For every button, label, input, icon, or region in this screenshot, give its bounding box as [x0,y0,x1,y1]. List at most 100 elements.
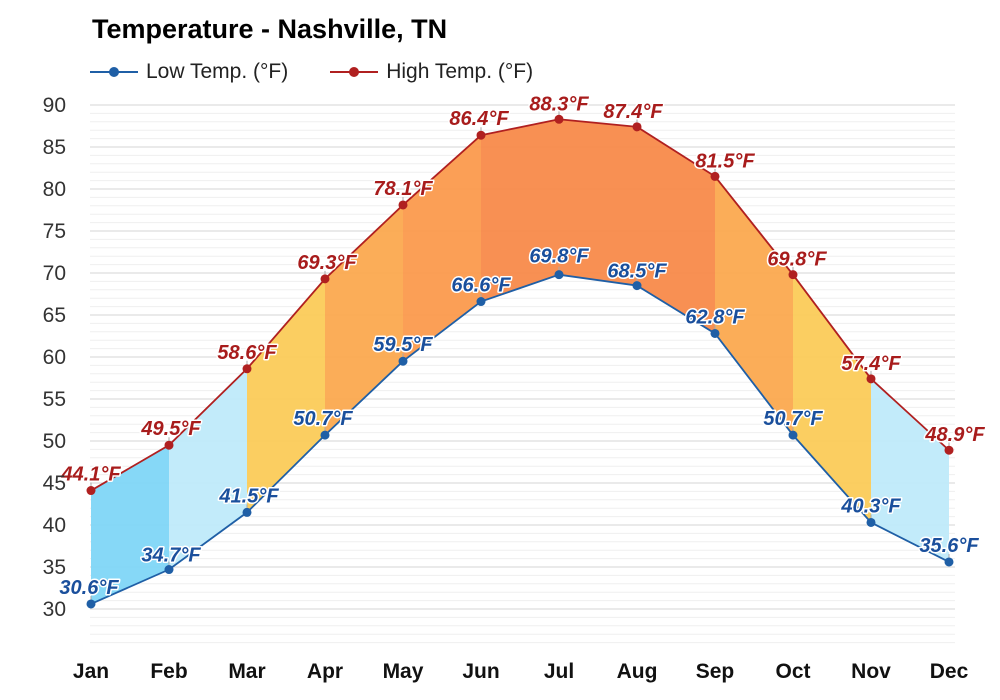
high-value-label: 69.3°F [297,252,357,274]
low-value-label: 30.6°F [59,577,119,599]
y-tick-label: 60 [43,346,66,369]
low-value-label: 35.6°F [919,535,979,557]
high-temp-point [866,374,876,384]
legend: Low Temp. (°F) High Temp. (°F) [90,60,533,84]
y-tick-label: 85 [43,136,66,159]
axis-layer: 30 35 40 45 50 55 60 65 70 75 80 85 90 Jan Feb Mar Apr Ma… [43,94,969,683]
low-temp-point [632,281,642,291]
high-temp-point [320,274,330,284]
high-temp-point [632,122,642,132]
high-value-label: 44.1°F [60,464,121,486]
high-value-label: 57.4°F [841,353,901,375]
x-tick-label: Dec [930,660,969,683]
high-temp-point [554,114,564,124]
low-value-label: 34.7°F [141,545,201,567]
high-temp-point [944,445,954,455]
x-tick-label: Mar [228,660,265,683]
y-tick-label: 45 [43,472,66,495]
point-layer [86,111,954,609]
chart-title: Temperature - Nashville, TN [92,14,448,44]
temperature-band [91,445,169,604]
low-temp-point [476,297,486,307]
low-temp-point [164,565,174,575]
low-temp-point [398,356,408,366]
high-value-label: 88.3°F [529,93,589,115]
y-tick-label: 40 [43,514,66,537]
low-temp-point [710,328,720,338]
y-tick-label: 70 [43,262,66,285]
high-value-label: 78.1°F [373,178,433,200]
x-tick-label: Apr [307,660,343,683]
high-temp-point [398,200,408,210]
low-temp-point [242,507,252,517]
band-layer [91,119,949,604]
temperature-band [481,119,559,302]
x-tick-label: Nov [851,660,891,683]
x-tick-label: Jul [544,660,574,683]
line-layer [90,118,950,605]
temperature-band [403,135,481,362]
high-value-label: 81.5°F [695,150,755,172]
high-temp-point [164,440,174,450]
temperature-band [247,278,325,513]
high-value-label: 48.9°F [924,424,985,446]
high-temp-point [242,364,252,374]
y-tick-label: 55 [43,388,66,411]
low-temp-point [944,557,954,567]
low-value-label: 59.5°F [373,334,433,356]
low-value-label: 50.7°F [293,408,353,430]
low-temp-point [788,430,798,440]
temperature-band [169,368,247,570]
low-temp-line [90,273,950,605]
y-tick-label: 35 [43,556,66,579]
temperature-band [793,274,871,523]
high-value-label: 49.5°F [140,418,201,440]
low-value-label: 68.5°F [607,261,667,283]
y-tick-label: 90 [43,94,66,117]
y-tick-label: 50 [43,430,66,453]
low-value-label: 62.8°F [685,306,745,328]
high-value-label: 69.8°F [767,249,827,271]
low-temp-point [320,430,330,440]
legend-item-low[interactable]: Low Temp. (°F) [90,60,288,84]
legend-item-high[interactable]: High Temp. (°F) [330,60,533,84]
x-tick-label: Sep [696,660,735,683]
y-tick-label: 80 [43,178,66,201]
low-value-label: 40.3°F [840,495,901,517]
high-temp-point [710,171,720,181]
low-value-label: 69.8°F [529,246,589,268]
x-tick-label: Jun [462,660,499,683]
low-value-label: 50.7°F [763,408,823,430]
legend-swatch-low [90,67,138,77]
temperature-band [325,204,403,436]
high-temp-line [90,118,950,492]
x-tick-label: May [383,660,424,683]
low-value-label: 66.6°F [451,275,511,297]
high-value-label: 86.4°F [449,108,509,130]
low-temp-point [554,270,564,280]
y-tick-label: 75 [43,220,66,243]
low-temp-point [866,517,876,527]
x-tick-label: Oct [775,660,810,683]
x-tick-label: Jan [73,660,109,683]
y-tick-label: 65 [43,304,66,327]
x-tick-label: Aug [617,660,658,683]
temperature-band [637,126,715,334]
high-value-label: 58.6°F [217,342,277,364]
temperature-band [559,119,637,286]
legend-label-low: Low Temp. (°F) [146,60,289,83]
high-temp-point [476,130,486,140]
temperature-band [715,176,793,436]
label-layer: 30.6°F 44.1°F 34.7°F 49.5°F 41.5°F 58.6°F 50.7… [58,92,987,601]
legend-label-high: High Temp. (°F) [386,60,534,83]
legend-swatch-high [330,67,379,77]
high-value-label: 87.4°F [603,101,663,123]
x-tick-label: Feb [150,660,187,683]
y-tick-label: 30 [43,598,66,621]
low-temp-point [86,599,96,609]
high-temp-point [788,270,798,280]
temperature-band [871,378,949,562]
low-value-label: 41.5°F [218,485,279,507]
high-temp-point [86,486,96,496]
